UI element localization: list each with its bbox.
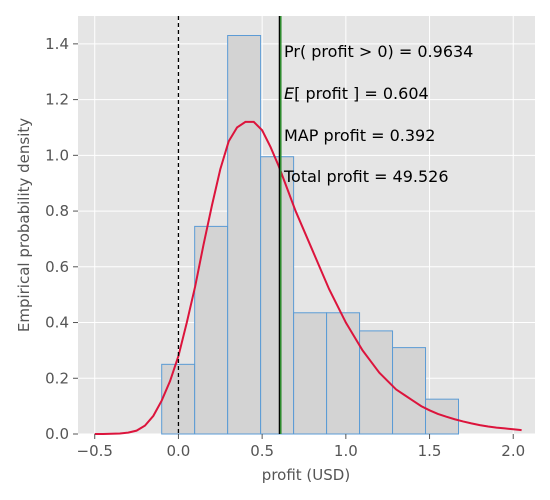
y-tick-label: 0.2 [45, 369, 69, 387]
y-tick-label: 1.2 [45, 91, 69, 109]
x-axis-ticks: −0.5 0.0 0.5 1.0 1.5 2.0 [77, 434, 525, 460]
annotation-expected-value: E[ profit ] = 0.604 [284, 84, 429, 103]
x-tick-label: 1.5 [418, 442, 442, 460]
annotation-map: MAP profit = 0.392 [284, 126, 435, 145]
density-curve [94, 120, 522, 435]
histogram-bar [227, 35, 262, 435]
x-axis-label: profit (USD) [262, 466, 350, 484]
x-tick-label: −0.5 [77, 442, 113, 460]
histogram-bar [359, 330, 394, 435]
histogram-bars [161, 35, 459, 435]
y-tick-label: 0.6 [45, 258, 69, 276]
y-tick-label: 0.8 [45, 202, 69, 220]
histogram-bar [260, 156, 295, 435]
y-tick-label: 0.4 [45, 314, 69, 332]
x-tick-label: 0.5 [250, 442, 274, 460]
y-axis-label: Empirical probability density [15, 118, 33, 332]
reference-lines [177, 16, 282, 434]
x-tick-label: 2.0 [501, 442, 525, 460]
histogram-bar [194, 225, 229, 435]
histogram-bar [425, 398, 459, 435]
y-axis-ticks: 0.0 0.2 0.4 0.6 0.8 1.0 1.2 1.4 [45, 35, 78, 443]
x-tick-label: 0.0 [167, 442, 191, 460]
x-tick-label: 1.0 [334, 442, 358, 460]
histogram-bar [326, 312, 361, 435]
y-tick-label: 1.4 [45, 35, 69, 53]
annotation-total: Total profit = 49.526 [283, 167, 449, 186]
annotation-probability: Pr( profit > 0) = 0.9634 [284, 42, 473, 61]
histogram-bar [293, 312, 328, 435]
y-tick-label: 0.0 [45, 425, 69, 443]
y-tick-label: 1.0 [45, 146, 69, 164]
